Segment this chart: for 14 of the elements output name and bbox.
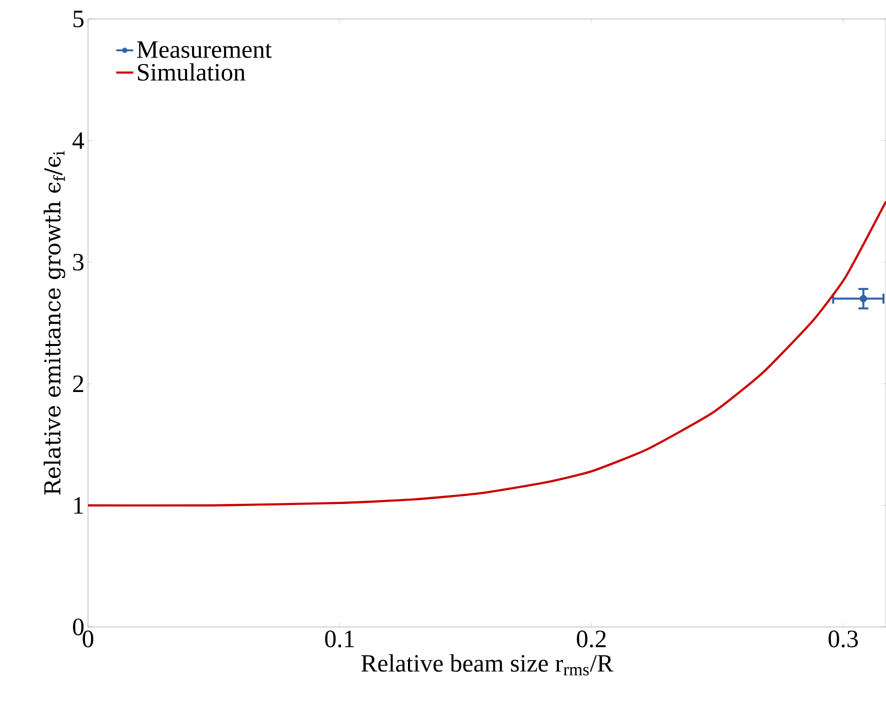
- x-tick-label: 0.2: [576, 630, 606, 648]
- y-tick-label: 0: [72, 618, 84, 636]
- x-tick-label: 0.3: [828, 630, 858, 648]
- y-tick-label: 5: [73, 10, 84, 28]
- y-tick-label: 4: [72, 132, 84, 149]
- x-axis-title: Relative beam size r$_{rms}$/R: [361, 654, 614, 676]
- legend-label: Measurement: [137, 41, 272, 58]
- y-tick-label: 3: [73, 254, 84, 271]
- line-series: [86, 200, 886, 507]
- x-tick-label: 0.1: [325, 630, 354, 648]
- legend-label: Simulation: [138, 63, 246, 81]
- y-axis-title: Relative emittance growth ϵ$_{f}$/ϵ$_{i}$: [44, 151, 66, 494]
- y-tick-label: 1: [74, 497, 83, 514]
- y-tick-label: 2: [73, 376, 84, 392]
